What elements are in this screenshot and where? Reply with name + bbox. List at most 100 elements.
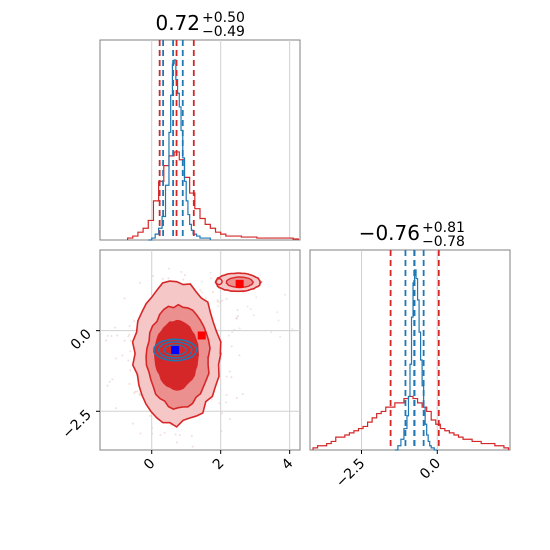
scatter-point xyxy=(128,333,131,336)
scatter-point xyxy=(238,327,241,330)
scatter-point xyxy=(255,296,258,299)
scatter-point xyxy=(175,441,178,444)
panel-bottom-right: −2.5 0.0 −0.76 +0.81 −0.78 xyxy=(309,220,511,491)
scatter-point xyxy=(106,384,109,387)
panel-bottom-right-title-plus: +0.81 xyxy=(422,220,465,236)
red-square-marker-secondary xyxy=(235,279,244,288)
panel-bottom-right-title-median: −0.76 xyxy=(359,221,420,245)
scatter-point xyxy=(129,350,132,353)
scatter-point xyxy=(210,398,213,401)
scatter-point xyxy=(123,339,126,342)
scatter-point xyxy=(129,369,132,372)
scatter-point xyxy=(211,291,214,294)
scatter-point xyxy=(252,314,255,317)
panel-top-left-frame xyxy=(99,39,301,241)
scatter-point xyxy=(133,392,136,395)
scatter-point xyxy=(291,327,294,330)
panel-top-left-title-minus: −0.49 xyxy=(202,24,245,40)
y-tick-label: 0.0 xyxy=(68,326,95,353)
scatter-point xyxy=(236,309,239,312)
scatter-point xyxy=(115,407,118,410)
scatter-point xyxy=(204,296,207,299)
x-tick-label: 2 xyxy=(210,456,228,474)
scatter-point xyxy=(270,331,273,334)
scatter-point xyxy=(129,339,132,342)
scatter-point xyxy=(105,339,108,342)
x-tick-label: 4 xyxy=(279,455,297,473)
x-tick-label: 0.0 xyxy=(417,456,444,483)
scatter-point xyxy=(131,422,134,425)
scatter-point xyxy=(114,326,117,329)
blue-contour-middle xyxy=(157,341,193,359)
scatter-point xyxy=(121,354,124,357)
scatter-point xyxy=(106,334,109,337)
scatter-point xyxy=(182,278,185,281)
scatter-point xyxy=(217,305,220,308)
panel-top-left-title-median: 0.72 xyxy=(155,11,200,35)
scatter-point xyxy=(114,357,117,360)
scatter-point xyxy=(151,426,154,429)
scatter-point xyxy=(151,432,154,435)
panel-top-left: 0.72 +0.50 −0.49 xyxy=(99,10,301,241)
scatter-point xyxy=(138,281,141,284)
blue-square-marker xyxy=(171,346,180,354)
scatter-point xyxy=(136,390,139,393)
scatter-point xyxy=(228,370,231,373)
scatter-point xyxy=(128,382,131,385)
scatter-point xyxy=(238,354,241,357)
scatter-point xyxy=(152,274,155,277)
scatter-point xyxy=(235,397,238,400)
scatter-point xyxy=(246,305,249,308)
scatter-point xyxy=(167,277,170,280)
scatter-point xyxy=(276,311,279,314)
scatter-point xyxy=(279,335,282,338)
blue-contour-inner xyxy=(163,344,188,356)
panel-bottom-left: 0 2 4 0.0 −2.5 xyxy=(59,249,301,474)
scatter-point xyxy=(236,314,239,317)
panel-bottom-right-title-minus: −0.78 xyxy=(422,234,465,250)
hist-step-series-1 xyxy=(394,269,438,451)
scatter-point xyxy=(111,378,114,381)
scatter-point xyxy=(218,301,221,304)
scatter-point xyxy=(201,291,204,294)
scatter-point xyxy=(116,334,119,337)
y-tick-label: −2.5 xyxy=(59,407,94,442)
scatter-point xyxy=(225,401,228,404)
scatter-point xyxy=(133,320,136,323)
scatter-point xyxy=(127,335,130,338)
scatter-point xyxy=(139,432,142,435)
scatter-point xyxy=(216,300,219,303)
scatter-point xyxy=(127,359,130,362)
scatter-point xyxy=(168,267,171,270)
scatter-point xyxy=(159,433,162,436)
scatter-point xyxy=(163,431,166,434)
scatter-point xyxy=(241,393,244,396)
scatter-point xyxy=(201,280,204,283)
scatter-point xyxy=(199,289,202,292)
scatter-point xyxy=(227,334,230,337)
scatter-point xyxy=(128,324,131,327)
scatter-point xyxy=(225,394,228,397)
scatter-point xyxy=(209,271,212,274)
scatter-point xyxy=(138,393,141,396)
scatter-point xyxy=(220,430,223,433)
scatter-point xyxy=(230,345,233,348)
x-tick-label: −2.5 xyxy=(333,456,368,491)
x-tick-label: 0 xyxy=(141,456,159,474)
scatter-point xyxy=(210,277,213,280)
scatter-point xyxy=(233,328,236,331)
scatter-point xyxy=(174,433,177,436)
scatter-point xyxy=(110,334,113,337)
scatter-point xyxy=(228,418,231,421)
panel-top-left-title-plus: +0.50 xyxy=(202,10,245,26)
red-contour-secondary-dot xyxy=(215,278,223,286)
scatter-point xyxy=(230,376,233,379)
scatter-point xyxy=(218,402,221,405)
scatter-point xyxy=(221,299,224,302)
scatter-point xyxy=(235,317,238,320)
scatter-point xyxy=(123,297,126,300)
scatter-point xyxy=(180,270,183,273)
scatter-point xyxy=(242,291,245,294)
scatter-point xyxy=(225,375,228,378)
